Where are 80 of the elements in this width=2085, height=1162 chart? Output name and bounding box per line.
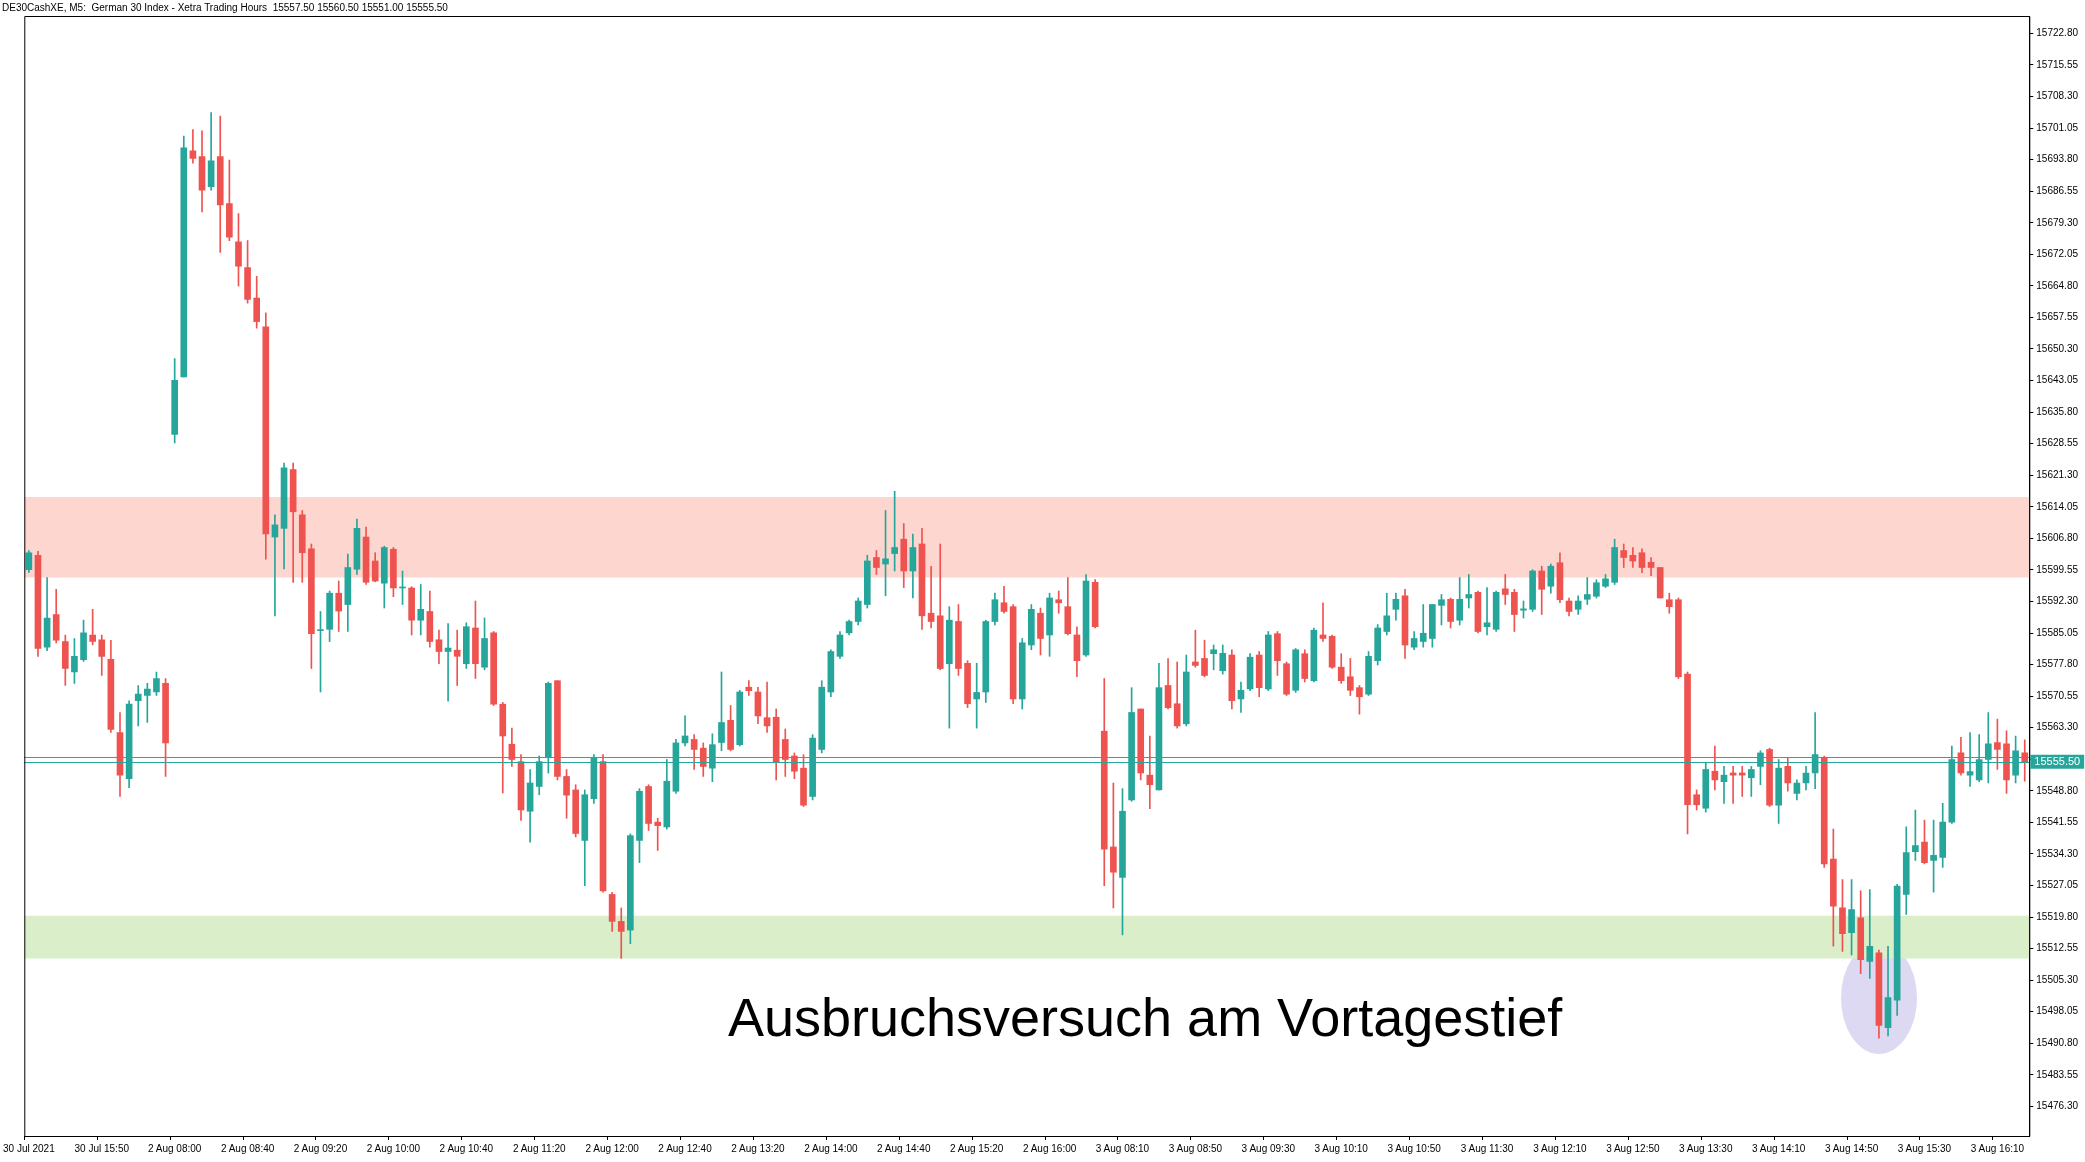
y-tick-label: 15650.30 <box>2036 342 2079 354</box>
x-tick-label: 3 Aug 10:50 <box>1387 1142 1442 1154</box>
y-tick-label: 15570.55 <box>2036 689 2079 701</box>
y-tick-label: 15476.30 <box>2036 1100 2079 1112</box>
candlestick <box>763 681 771 733</box>
candlestick <box>1465 574 1473 609</box>
y-tick-label: 15664.80 <box>2036 279 2079 291</box>
x-tick-label: 2 Aug 15:20 <box>949 1142 1004 1154</box>
y-tick-label: 15512.55 <box>2036 942 2079 954</box>
y-tick-label: 15701.05 <box>2036 121 2079 133</box>
x-tick-label: 30 Jul 2021 <box>3 1142 56 1154</box>
y-tick-label: 15563.30 <box>2036 721 2079 733</box>
y-tick-label: 15498.05 <box>2036 1005 2079 1017</box>
annotation: Ausbruchsversuch am Vortagestief <box>727 986 1564 1047</box>
y-tick-label: 15527.05 <box>2036 879 2079 891</box>
x-tick-label: 3 Aug 09:30 <box>1241 1142 1296 1154</box>
y-tick-label: 15628.55 <box>2036 437 2079 449</box>
y-tick-label: 15722.80 <box>2036 27 2079 39</box>
candlestick <box>617 907 625 959</box>
x-tick-label: 2 Aug 12:40 <box>658 1142 713 1154</box>
x-tick-label: 3 Aug 10:10 <box>1314 1142 1369 1154</box>
x-tick-label: 2 Aug 16:00 <box>1022 1142 1077 1154</box>
y-tick-label: 15614.05 <box>2036 500 2079 512</box>
y-tick-label: 15715.55 <box>2036 58 2079 70</box>
y-tick-label: 15657.55 <box>2036 311 2079 323</box>
candlestick <box>1483 587 1491 636</box>
candlestick <box>1583 577 1591 605</box>
y-tick-label: 15635.80 <box>2036 405 2079 417</box>
x-tick-label: 30 Jul 15:50 <box>74 1142 130 1154</box>
candlestick <box>453 629 461 686</box>
x-tick-label: 2 Aug 10:40 <box>439 1142 494 1154</box>
x-tick-label: 3 Aug 16:10 <box>1970 1142 2025 1154</box>
x-tick-label: 2 Aug 13:20 <box>731 1142 786 1154</box>
candlestick <box>417 584 425 636</box>
x-tick-label: 3 Aug 15:30 <box>1897 1142 1952 1154</box>
candlestick <box>134 685 142 727</box>
x-tick-label: 3 Aug 08:50 <box>1168 1142 1223 1154</box>
candlestick <box>1866 889 1874 979</box>
x-tick-label: 2 Aug 11:20 <box>512 1142 566 1154</box>
x-tick-label: 2 Aug 09:20 <box>293 1142 348 1154</box>
y-tick-label: 15592.30 <box>2036 595 2079 607</box>
x-tick-label: 3 Aug 12:10 <box>1533 1142 1588 1154</box>
y-tick-label: 15599.55 <box>2036 563 2079 575</box>
candlestick <box>927 565 935 629</box>
y-tick-label: 15505.30 <box>2036 973 2079 985</box>
x-tick-label: 2 Aug 14:00 <box>804 1142 858 1154</box>
y-tick-label: 15534.30 <box>2036 847 2079 859</box>
x-tick-label: 3 Aug 14:50 <box>1824 1142 1879 1154</box>
x-tick-label: 2 Aug 10:00 <box>366 1142 421 1154</box>
x-tick-label: 3 Aug 08:10 <box>1095 1142 1150 1154</box>
y-tick-label: 15643.05 <box>2036 374 2079 386</box>
y-tick-label: 15621.30 <box>2036 468 2079 480</box>
candlestick <box>654 817 662 851</box>
y-tick-label: 15606.80 <box>2036 532 2079 544</box>
candlestick <box>1055 590 1063 614</box>
ref-line-label: 15555.50 <box>2034 754 2081 767</box>
candlestick <box>1501 574 1509 605</box>
candlestick <box>1419 604 1427 648</box>
y-tick-label: 15585.05 <box>2036 626 2079 638</box>
x-tick-label: 3 Aug 11:30 <box>1460 1142 1514 1154</box>
x-tick-label: 3 Aug 14:10 <box>1751 1142 1806 1154</box>
y-tick-label: 15577.80 <box>2036 658 2079 670</box>
x-tick-label: 3 Aug 13:30 <box>1679 1142 1733 1154</box>
x-tick-label: 2 Aug 14:40 <box>877 1142 931 1154</box>
x-tick-label: 2 Aug 12:00 <box>585 1142 640 1154</box>
candlestick <box>973 662 980 729</box>
y-tick-label: 15548.80 <box>2036 784 2079 796</box>
y-tick-label: 15541.55 <box>2036 816 2079 828</box>
y-tick-label: 15519.80 <box>2036 910 2079 922</box>
y-tick-label: 15490.80 <box>2036 1037 2079 1049</box>
y-tick-label: 15708.30 <box>2036 90 2079 102</box>
x-tick-label: 2 Aug 08:40 <box>220 1142 275 1154</box>
y-tick-label: 15679.30 <box>2036 216 2079 228</box>
x-tick-label: 2 Aug 08:00 <box>147 1142 202 1154</box>
y-tick-label: 15686.55 <box>2036 184 2079 196</box>
y-tick-label: 15693.80 <box>2036 153 2079 165</box>
x-tick-label: 3 Aug 12:50 <box>1606 1142 1660 1154</box>
y-tick-label: 15483.55 <box>2036 1068 2079 1080</box>
chart-title: DE30CashXE, M5: German 30 Index - Xetra Trading Hours 15557.50 15560.50 15551.00 15555.50 <box>2 1 449 13</box>
y-tick-label: 15672.05 <box>2036 248 2079 260</box>
